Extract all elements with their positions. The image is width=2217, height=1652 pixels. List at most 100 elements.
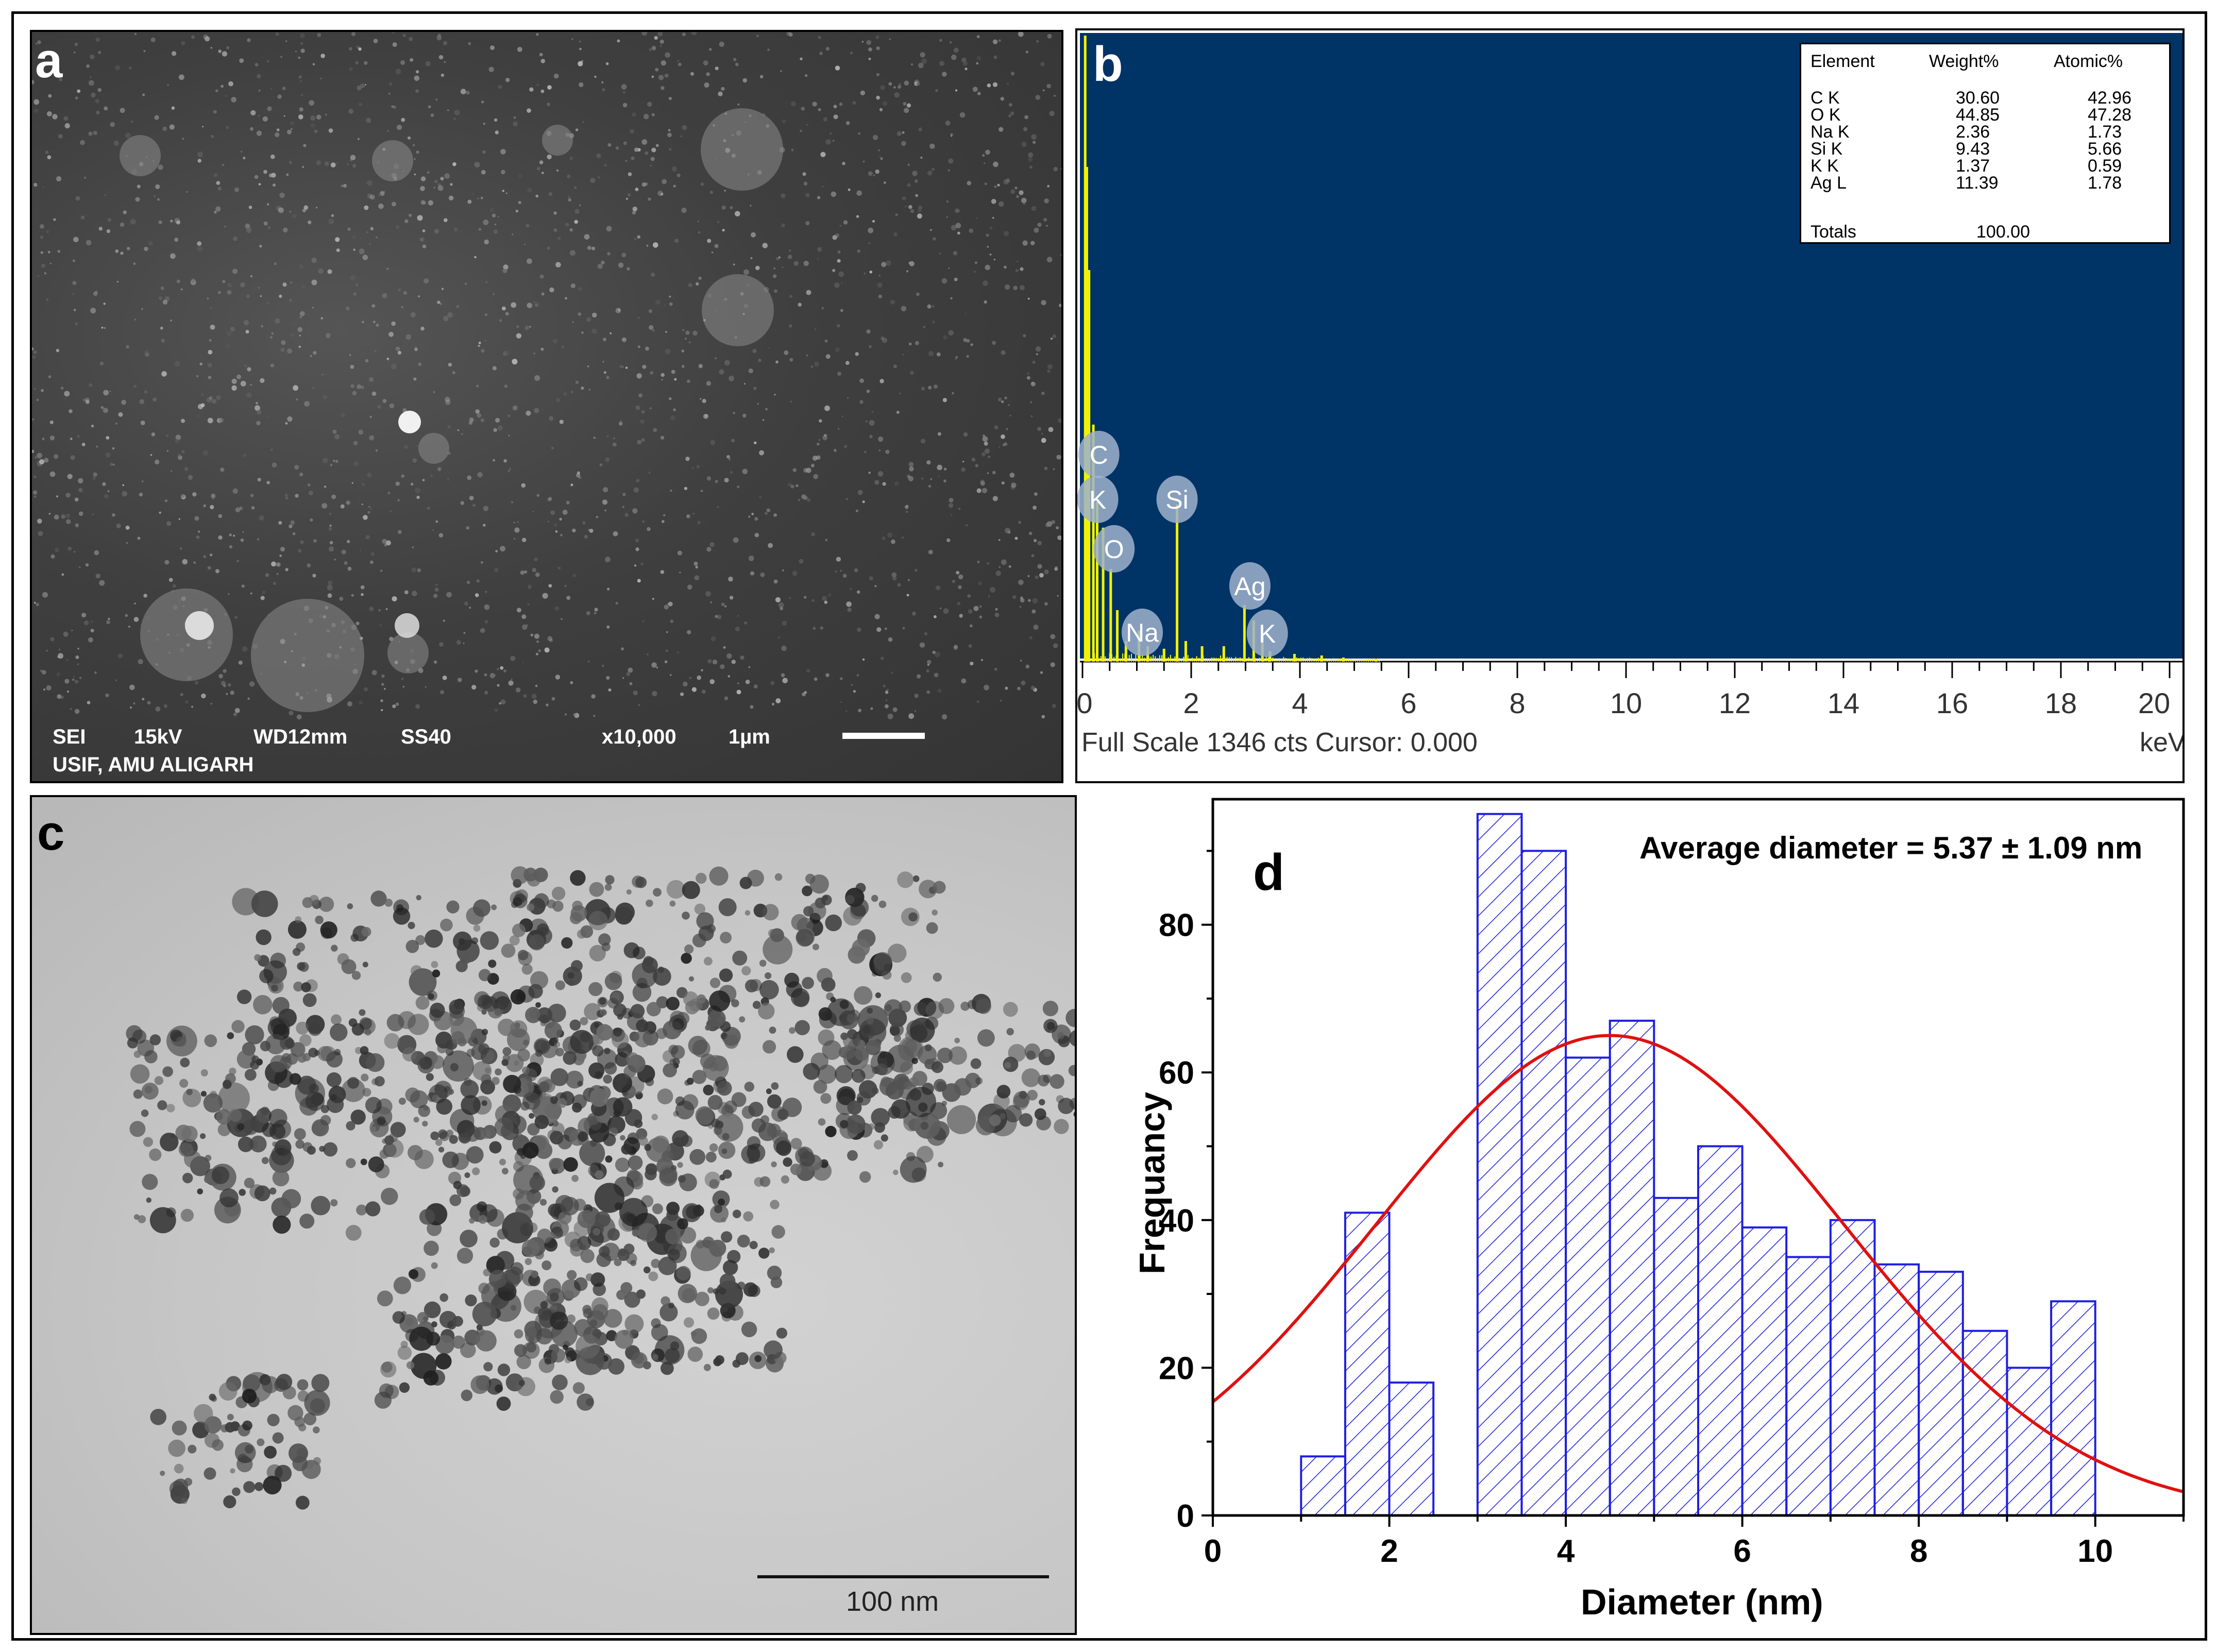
sem-bright-particle: [140, 588, 233, 681]
tem-particle: [374, 1076, 385, 1087]
tem-particle: [480, 1080, 495, 1094]
tem-particle: [842, 1069, 848, 1075]
tem-particle: [488, 1270, 507, 1288]
tem-particle: [645, 1168, 657, 1181]
tem-nanoparticles: [126, 866, 1075, 1510]
sem-scale-label: 1µm: [729, 726, 770, 748]
tem-particle: [767, 1094, 782, 1109]
tem-particle: [866, 1016, 874, 1024]
tem-particle: [859, 1171, 871, 1183]
tem-particle: [505, 1266, 523, 1285]
tem-particle: [308, 1048, 318, 1058]
tem-particle: [800, 1151, 815, 1167]
eds-peak-label: Si: [1165, 485, 1188, 514]
tem-particle: [453, 1181, 462, 1190]
tem-particle: [398, 1098, 406, 1105]
tem-particle: [537, 1228, 552, 1244]
tem-particle: [769, 1247, 775, 1254]
tem-particle: [181, 1125, 198, 1142]
figure-frame: [11, 11, 2207, 1641]
tem-particle: [933, 881, 946, 894]
tem-particle: [302, 993, 317, 1007]
tem-particle: [636, 1019, 649, 1032]
tem-particle: [303, 1412, 317, 1425]
tem-particle: [818, 1118, 826, 1126]
tem-particle: [552, 1374, 568, 1391]
tem-particle: [361, 1073, 369, 1082]
tem-particle: [874, 958, 892, 975]
tem-particle: [659, 1303, 678, 1322]
eds-weight-percent: 1.37: [1956, 156, 1990, 176]
tem-particle: [263, 1476, 282, 1495]
eds-peak-bubble: [1229, 562, 1271, 610]
tem-particle: [875, 992, 881, 999]
tem-particle: [698, 925, 714, 941]
tem-particle: [440, 918, 453, 932]
tem-particle: [782, 1098, 802, 1117]
eds-atomic-percent: 1.73: [2088, 122, 2122, 142]
eds-x-tick-label: 12: [1719, 687, 1751, 719]
tem-particle: [313, 1426, 320, 1434]
tem-particle: [432, 1094, 439, 1102]
tem-particle: [253, 995, 273, 1015]
eds-peak-label: K: [1259, 619, 1276, 648]
tem-particle: [141, 1083, 159, 1100]
tem-particle: [216, 1109, 231, 1125]
tem-particle: [589, 882, 604, 897]
tem-particle: [180, 1208, 194, 1222]
tem-particle: [571, 1175, 579, 1182]
tem-particle: [1027, 1089, 1038, 1101]
tem-particle: [1073, 1111, 1075, 1117]
tem-particle: [472, 1167, 480, 1175]
tem-particle: [770, 1200, 780, 1209]
tem-particle: [234, 1442, 256, 1463]
tem-particle: [625, 1350, 634, 1358]
tem-particle: [855, 1047, 869, 1061]
tem-particle: [439, 1311, 457, 1328]
tem-particle: [309, 1083, 319, 1093]
tem-particle: [350, 1109, 366, 1125]
tem-particle: [244, 1069, 257, 1081]
tem-particle: [477, 994, 493, 1009]
tem-particle: [1057, 1032, 1064, 1039]
tem-particle: [249, 1135, 267, 1153]
histogram-chart: 0 2 4 6 8 10 0 20 40 60 80: [1159, 798, 2185, 1569]
tem-particle: [561, 937, 573, 949]
tem-particle: [261, 1157, 269, 1165]
tem-particle: [227, 1413, 234, 1421]
tem-particle: [580, 1249, 595, 1263]
eds-table-row: Si K 9.43 5.66: [1801, 139, 2169, 159]
tem-particle: [478, 1215, 487, 1224]
tem-particle: [212, 1439, 224, 1451]
tem-particle: [295, 1495, 310, 1510]
tem-particle: [601, 1009, 607, 1016]
tem-particle: [684, 944, 694, 954]
tem-particle: [732, 1359, 741, 1368]
histogram-bar: [1476, 813, 1523, 1517]
tem-particle: [595, 1170, 604, 1179]
tem-particle: [672, 1130, 689, 1147]
tem-particle: [585, 1273, 594, 1282]
tem-particle: [713, 1357, 722, 1367]
tem-particle: [765, 972, 772, 980]
tem-particle: [430, 1002, 445, 1018]
tem-particle: [813, 1080, 827, 1094]
tem-particle: [793, 991, 809, 1007]
tem-particle: [129, 1121, 146, 1137]
tem-particle: [1003, 1002, 1018, 1017]
tem-particle: [478, 969, 491, 982]
tem-particle: [1054, 1119, 1069, 1134]
tem-particle: [509, 935, 520, 946]
tem-particle: [613, 1073, 632, 1093]
tem-particle: [635, 876, 647, 888]
tem-particle: [705, 1152, 717, 1162]
tem-particle: [498, 1018, 515, 1036]
tem-particle: [292, 1456, 308, 1472]
tem-particle: [886, 1082, 904, 1100]
tem-particle: [802, 885, 813, 897]
tem-particle: [361, 927, 371, 937]
histogram-bar: [1873, 1263, 1920, 1516]
tem-particle: [194, 1404, 213, 1423]
tem-particle: [550, 1390, 564, 1404]
histogram-bar: [1344, 1211, 1391, 1516]
